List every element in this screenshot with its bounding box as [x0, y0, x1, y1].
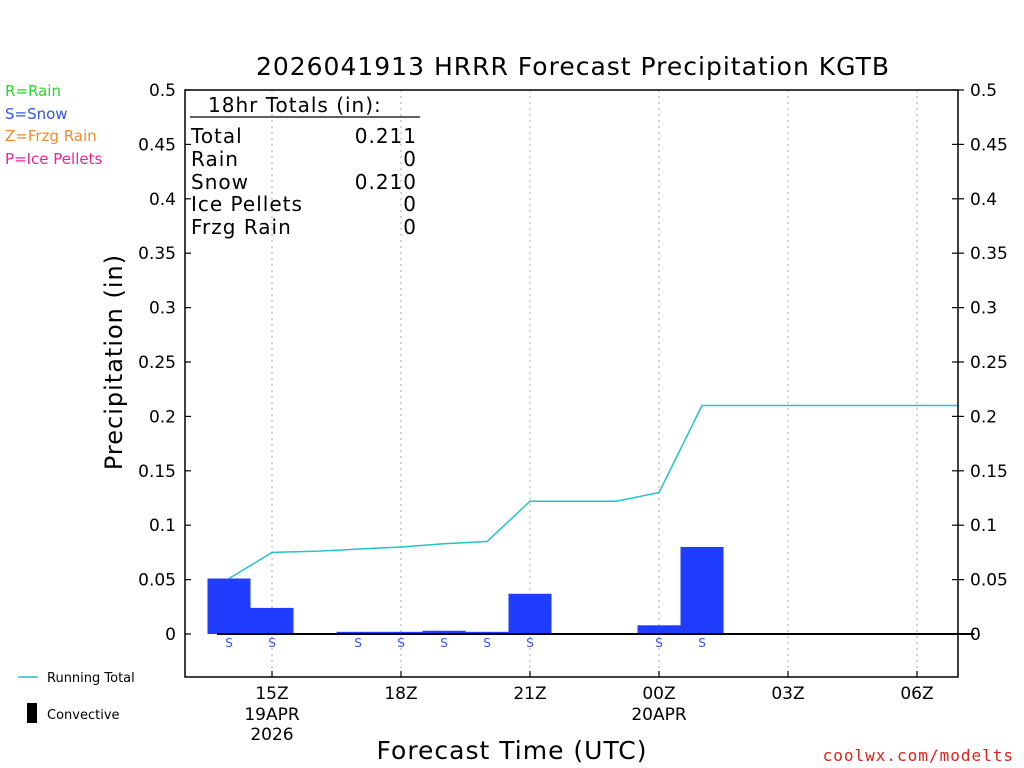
y-tick-label-right: 0	[970, 625, 981, 645]
totals-value-frzg-rain: 0	[403, 215, 417, 239]
totals-value-snow: 0.210	[355, 170, 417, 194]
y-tick-label-left: 0.35	[138, 244, 176, 264]
y-tick-label-right: 0.4	[970, 190, 997, 210]
precip-type-hour-17: S	[354, 636, 362, 650]
bar-hour-25	[680, 546, 724, 634]
x-tick-label: 00Z	[642, 684, 675, 704]
y-axis-label: Precipitation (in)	[100, 254, 128, 470]
bar-hour-15	[250, 607, 294, 634]
x-axis-label: Forecast Time (UTC)	[377, 736, 648, 765]
totals-header: 18hr Totals (in):	[208, 93, 382, 117]
y-tick-label-left: 0.15	[138, 462, 176, 482]
precip-type-hour-25: S	[698, 636, 706, 650]
running-total-legend-label: Running Total	[47, 671, 135, 686]
y-ticks-left: 0 0.05 0.1 0.15 0.2 0.25 0.3 0.35 0.4 0.45 0.5	[138, 81, 191, 645]
x-tick-label: 15Z	[255, 684, 288, 704]
bar-hour-21	[508, 593, 552, 634]
y-tick-label-left: 0.05	[138, 571, 176, 591]
precip-type-hour-19: S	[440, 636, 448, 650]
precip-type-hour-15: S	[268, 636, 276, 650]
y-tick-label-left: 0.3	[149, 299, 176, 319]
y-tick-label-right: 0.1	[970, 516, 997, 536]
y-ticks-right: 0 0.05 0.1 0.15 0.2 0.25 0.3 0.35 0.4 0.45 0.5	[952, 81, 1008, 645]
y-tick-label-right: 0.2	[970, 407, 997, 427]
totals-value-ice-pellets: 0	[403, 192, 417, 216]
precip-type-hour-18: S	[397, 636, 405, 650]
bars	[207, 546, 975, 635]
y-tick-label-right: 0.5	[970, 81, 997, 101]
convective-legend-swatch	[27, 703, 37, 723]
y-tick-label-right: 0.45	[970, 135, 1008, 155]
legend-frzg-rain: Z=Frzg Rain	[5, 127, 97, 145]
x-tick-label: 03Z	[771, 684, 804, 704]
plot-frame	[184, 89, 959, 678]
type-legend: R=Rain S=Snow Z=Frzg Rain P=Ice Pellets	[5, 82, 102, 168]
totals-label-frzg-rain: Frzg Rain	[191, 215, 292, 239]
y-tick-label-right: 0.35	[970, 244, 1008, 264]
y-tick-label-left: 0.5	[149, 81, 176, 101]
precip-type-hour-21: S	[526, 636, 534, 650]
legend-rain: R=Rain	[5, 82, 61, 100]
convective-legend-label: Convective	[47, 708, 120, 723]
y-tick-label-right: 0.15	[970, 462, 1008, 482]
x-tick-date: 19APR	[244, 705, 300, 725]
credit-text: coolwx.com/modelts	[823, 746, 1014, 765]
y-tick-label-right: 0.3	[970, 299, 997, 319]
legend-snow: S=Snow	[5, 105, 68, 123]
bar-hour-14	[207, 578, 251, 634]
totals-label-total: Total	[190, 124, 243, 148]
precip-type-hour-14: S	[225, 636, 233, 650]
bar-hour-24	[637, 625, 681, 634]
y-tick-label-left: 0.2	[149, 407, 176, 427]
totals-value-rain: 0	[403, 147, 417, 171]
totals-box: 18hr Totals (in): Total 0.211 Rain 0 Sno…	[190, 93, 420, 239]
y-tick-label-left: 0.45	[138, 135, 176, 155]
y-tick-label-right: 0.25	[970, 353, 1008, 373]
y-tick-label-right: 0.05	[970, 571, 1008, 591]
bar-hour-18	[379, 631, 423, 634]
y-tick-label-left: 0.25	[138, 353, 176, 373]
chart-title: 2026041913 HRRR Forecast Precipitation K…	[256, 52, 890, 81]
y-tick-label-left: 0.4	[149, 190, 176, 210]
bar-hour-20	[465, 631, 509, 634]
running-total-line	[228, 404, 958, 580]
totals-label-snow: Snow	[191, 170, 249, 194]
gridlines	[271, 90, 918, 677]
bottom-legend: Running Total Convective	[18, 671, 135, 723]
totals-label-rain: Rain	[191, 147, 239, 171]
bar-hour-19	[422, 630, 466, 634]
bar-hour-17	[336, 631, 380, 634]
x-tick-label: 18Z	[384, 684, 417, 704]
legend-ice-pellets: P=Ice Pellets	[5, 150, 102, 168]
y-tick-label-left: 0	[165, 625, 176, 645]
x-tick-label: 06Z	[900, 684, 933, 704]
x-tick-date: 20APR	[631, 705, 687, 725]
precip-type-hour-20: S	[483, 636, 491, 650]
x-tick-year: 2026	[250, 725, 293, 745]
x-tick-label: 21Z	[513, 684, 546, 704]
precip-type-hour-24: S	[655, 636, 663, 650]
totals-label-ice-pellets: Ice Pellets	[191, 192, 303, 216]
totals-value-total: 0.211	[355, 124, 417, 148]
y-tick-label-left: 0.1	[149, 516, 176, 536]
